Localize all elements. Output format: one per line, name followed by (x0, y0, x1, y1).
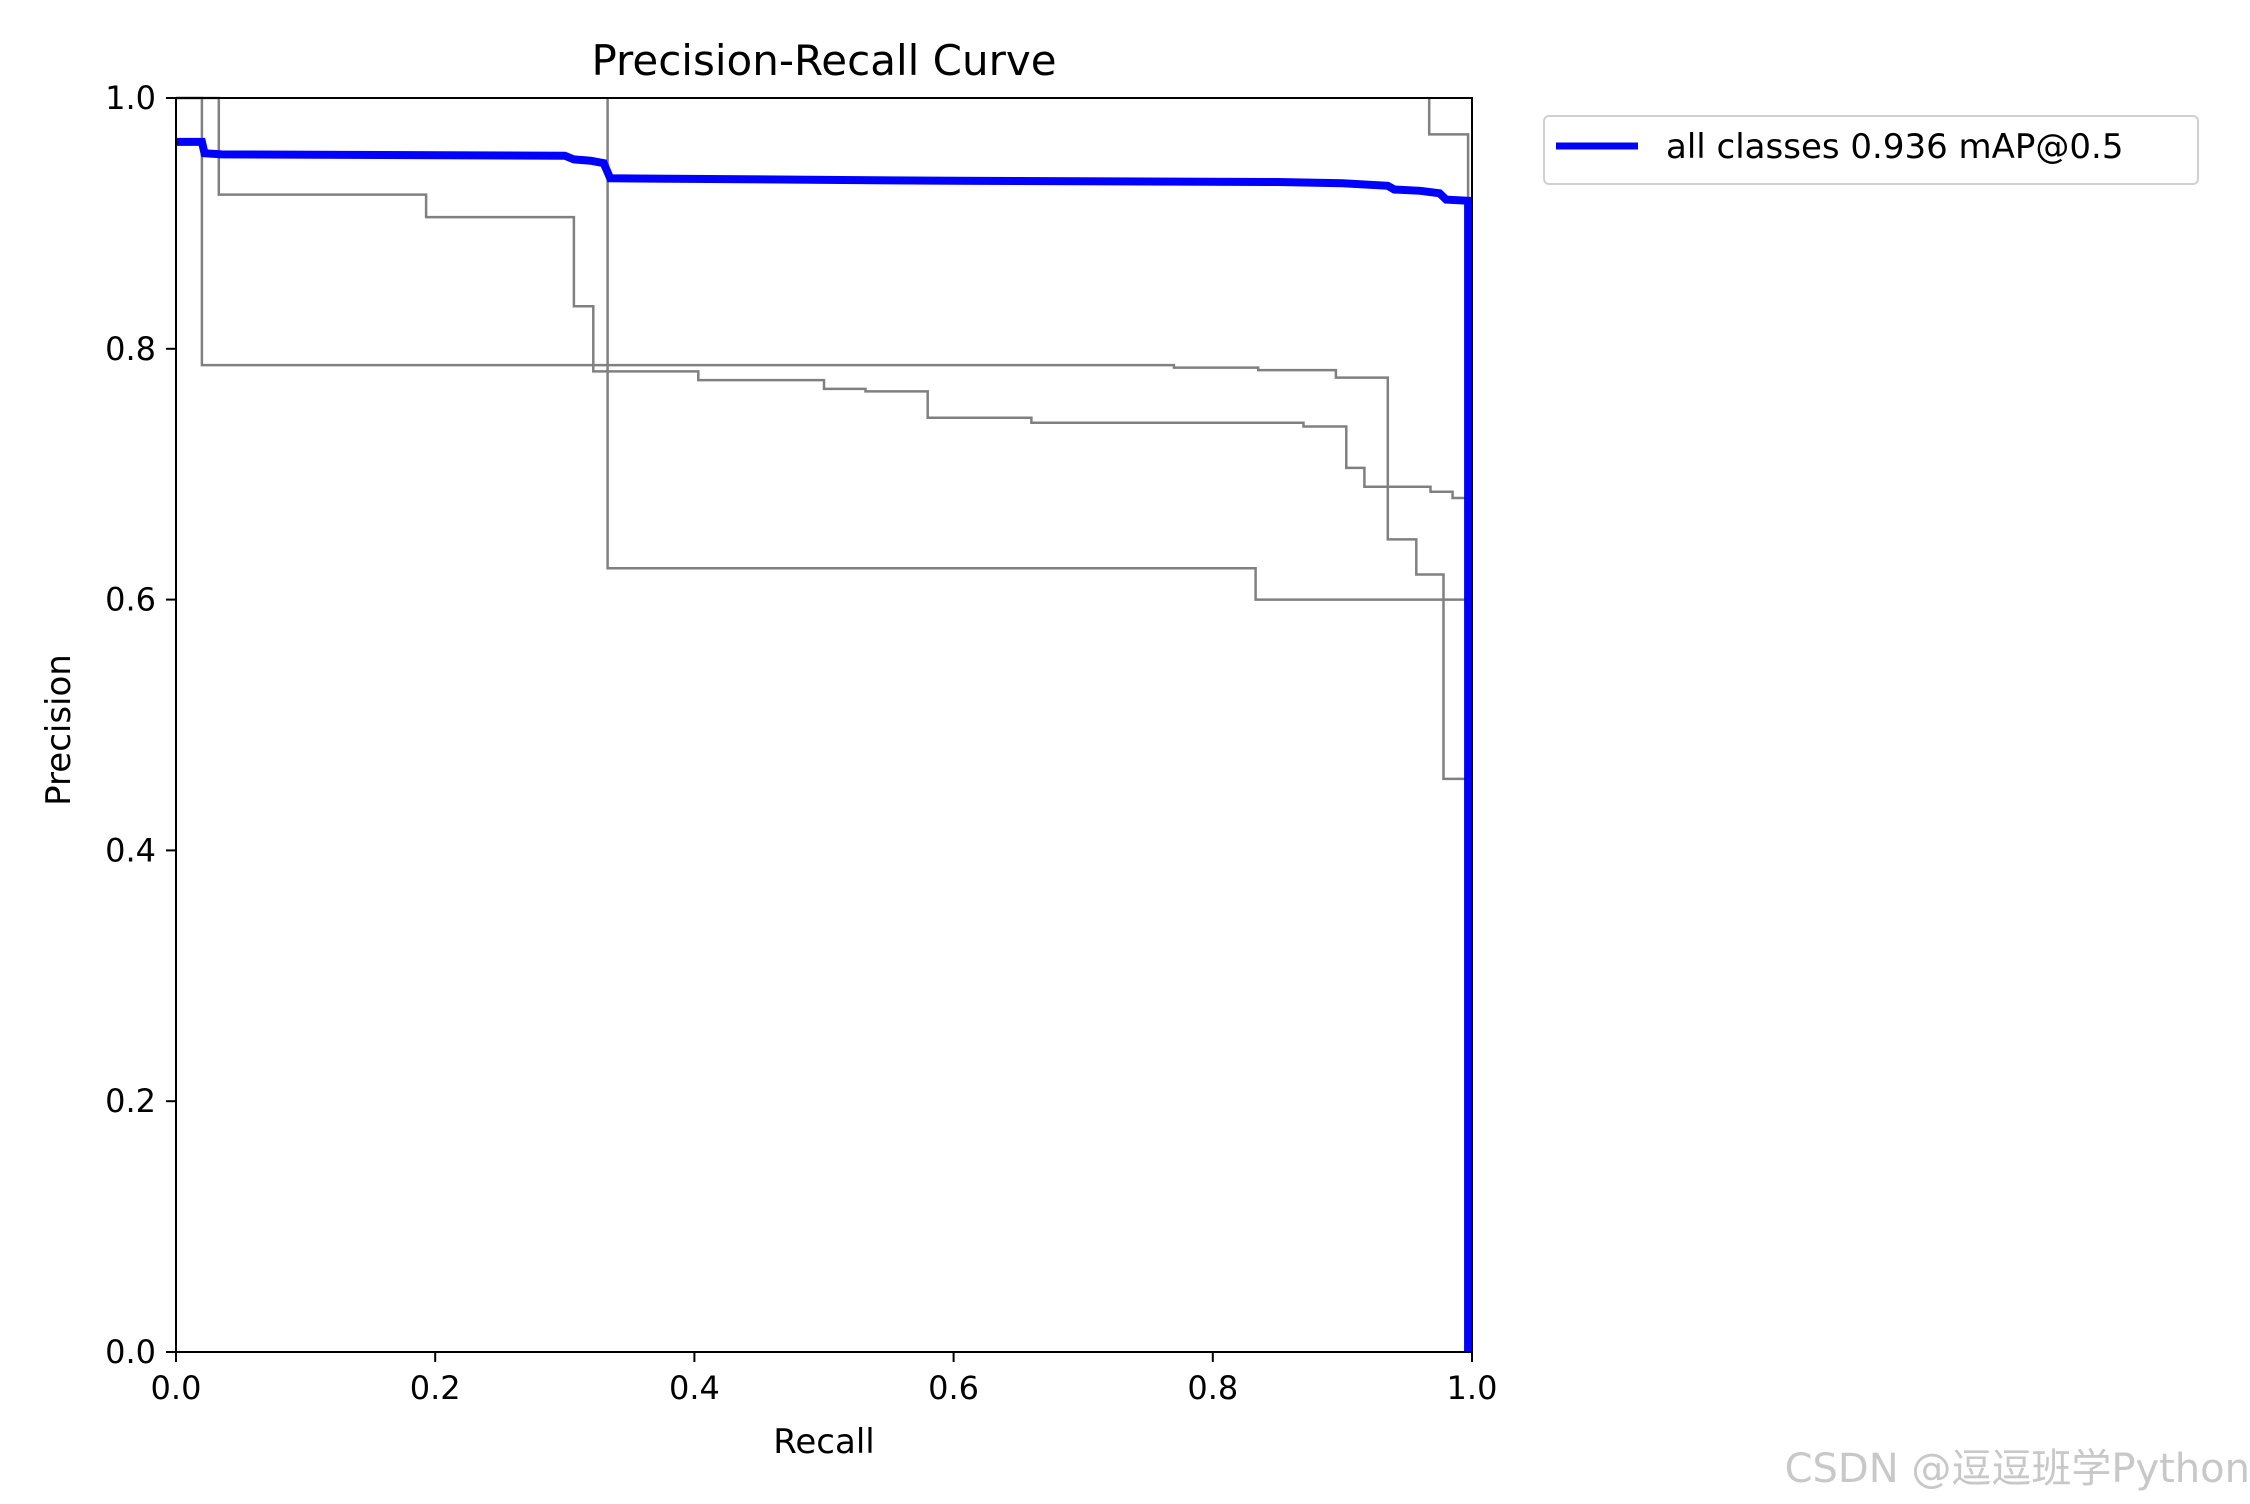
legend-label: all classes 0.936 mAP@0.5 (1666, 127, 2123, 167)
series-line-all-classes (176, 137, 1473, 1352)
y-tick-label: 0.0 (105, 1333, 156, 1371)
x-tick-label: 0.2 (410, 1369, 461, 1407)
x-tick-label: 0.4 (669, 1369, 720, 1407)
y-tick-label: 1.0 (105, 79, 156, 117)
x-tick-label: 0.6 (928, 1369, 979, 1407)
chart-title: Precision-Recall Curve (591, 36, 1056, 85)
plot-frame (175, 97, 1473, 1353)
series-line-class-2 (176, 96, 1470, 1352)
watermark-text: CSDN @逗逗班学Python (1785, 1446, 2250, 1492)
series-line-class-4 (1427, 98, 1470, 1352)
y-axis-ticks: 0.0 0.2 0.4 0.6 0.8 1.0 (105, 79, 176, 1371)
x-tick-label: 0.0 (151, 1369, 202, 1407)
y-tick-label: 0.6 (105, 581, 156, 619)
y-tick-label: 0.2 (105, 1082, 156, 1120)
x-axis-ticks: 0.0 0.2 0.4 0.6 0.8 1.0 (151, 1352, 1498, 1407)
series-line-class-3 (606, 98, 1470, 1352)
legend-box (1543, 115, 2199, 185)
y-tick-label: 0.8 (105, 330, 156, 368)
y-tick-label: 0.4 (105, 831, 156, 869)
x-tick-label: 1.0 (1447, 1369, 1498, 1407)
x-tick-label: 0.8 (1187, 1369, 1238, 1407)
series-line-class-1 (176, 96, 1467, 1352)
x-axis-label: Recall (773, 1422, 874, 1462)
legend: all classes 0.936 mAP@0.5 (1543, 115, 2199, 185)
y-axis-label: Precision (39, 654, 79, 806)
plot-series-group (176, 96, 1473, 1352)
